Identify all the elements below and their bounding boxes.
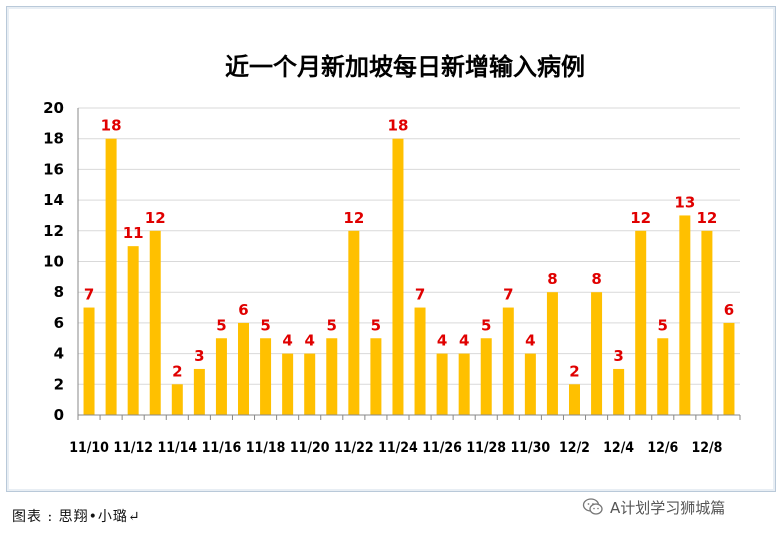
bar-11/25	[414, 307, 426, 415]
value-label: 4	[437, 332, 447, 350]
x-tick-label: 11/26	[422, 440, 462, 456]
y-tick-label: 20	[43, 99, 64, 117]
value-label: 11	[123, 224, 144, 242]
value-label: 4	[525, 332, 535, 350]
bar-11/30	[524, 353, 536, 415]
bar-11/18	[260, 338, 272, 415]
bar-11/14	[171, 384, 183, 415]
value-label: 4	[304, 332, 314, 350]
y-axis: 0 2 4 6 8 10 12 14 16 18 20	[43, 99, 79, 424]
value-label: 7	[415, 286, 425, 304]
bar-11/26	[436, 353, 448, 415]
value-label: 8	[591, 270, 601, 288]
value-label: 7	[84, 286, 94, 304]
bar-11/13	[149, 230, 161, 415]
x-axis: 11/10 11/12 11/14 11/16 11/18 11/20 11/22 11/24…	[69, 414, 741, 456]
x-tick-label: 12/6	[647, 440, 678, 456]
value-label: 5	[260, 316, 270, 334]
x-tick-label: 11/22	[334, 440, 374, 456]
x-tick-label: 11/12	[113, 440, 153, 456]
bars	[83, 138, 735, 415]
bar-11/20	[304, 353, 316, 415]
y-tick-label: 2	[54, 375, 64, 393]
bar-11/15	[193, 368, 205, 415]
value-label: 13	[674, 193, 695, 211]
value-label: 6	[724, 301, 734, 319]
y-tick-label: 14	[43, 191, 64, 209]
bar-11/11	[105, 138, 117, 415]
x-tick-label: 12/8	[691, 440, 722, 456]
bar-11/27	[458, 353, 470, 415]
bar-12/6	[657, 338, 669, 415]
bar-12/9	[723, 322, 735, 415]
value-label: 3	[194, 347, 204, 365]
bar-11/17	[238, 322, 249, 415]
brand-watermark: A计划学习狮城篇	[582, 496, 725, 518]
x-tick-label: 11/18	[246, 440, 286, 456]
x-tick-label: 12/4	[603, 440, 634, 456]
chart-caption: 图表 : 思翔•小璐↵	[12, 509, 141, 525]
bar-11/16	[215, 338, 227, 415]
value-label: 2	[172, 362, 182, 380]
value-label: 5	[481, 316, 491, 334]
y-tick-label: 18	[43, 130, 64, 148]
bar-11/10	[83, 307, 95, 415]
x-tick-label: 11/10	[69, 440, 109, 456]
x-tick-label: 11/14	[157, 440, 197, 456]
value-label: 12	[343, 209, 364, 227]
value-label: 6	[238, 301, 248, 319]
y-tick-label: 12	[43, 222, 64, 240]
value-label: 12	[696, 209, 717, 227]
x-tick-label: 11/16	[202, 440, 242, 456]
y-tick-label: 8	[54, 283, 64, 301]
value-label: 8	[547, 270, 557, 288]
bar-11/22	[348, 230, 360, 415]
value-label: 18	[101, 117, 122, 135]
brand-name: A计划学习狮城篇	[610, 498, 726, 517]
value-label: 12	[630, 209, 651, 227]
value-label: 4	[459, 332, 469, 350]
x-tick-label: 11/24	[378, 440, 418, 456]
bar-11/19	[282, 353, 294, 415]
value-label: 5	[327, 316, 337, 334]
bar-11/28	[480, 338, 492, 415]
value-label: 18	[388, 117, 409, 135]
x-tick-label: 11/20	[290, 440, 330, 456]
x-tick-label: 11/28	[466, 440, 506, 456]
y-tick-label: 16	[43, 160, 64, 178]
y-tick-label: 10	[43, 253, 64, 271]
bar-12/3	[591, 292, 603, 415]
value-label: 5	[216, 316, 226, 334]
value-label: 7	[503, 286, 513, 304]
value-label: 2	[569, 362, 579, 380]
x-tick-label: 12/2	[559, 440, 590, 456]
value-label: 5	[658, 316, 668, 334]
bar-12/1	[546, 292, 558, 415]
chart-title: 近一个月新加坡每日新增输入病例	[225, 53, 585, 81]
bar-12/5	[635, 230, 647, 415]
bar-11/12	[127, 246, 139, 415]
bar-12/2	[569, 384, 580, 415]
x-tick-label: 11/30	[511, 440, 551, 456]
bar-12/4	[613, 368, 625, 415]
y-tick-label: 0	[54, 406, 64, 424]
bar-11/21	[326, 338, 338, 415]
bar-11/29	[502, 307, 514, 415]
value-label: 5	[371, 316, 381, 334]
y-tick-label: 6	[54, 314, 64, 332]
value-label: 12	[145, 209, 166, 227]
y-tick-label: 4	[54, 345, 64, 363]
bar-12/8	[701, 230, 713, 415]
bar-12/7	[679, 215, 691, 415]
bar-11/24	[392, 138, 404, 415]
wechat-icon	[582, 498, 603, 515]
value-label: 4	[282, 332, 292, 350]
bar-11/23	[370, 338, 382, 415]
value-label: 3	[613, 347, 623, 365]
